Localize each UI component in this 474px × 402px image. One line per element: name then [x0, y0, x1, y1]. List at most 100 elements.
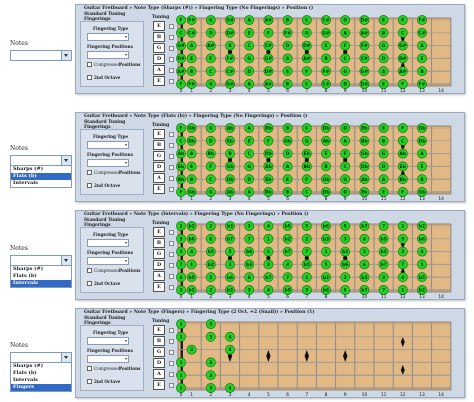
note-marker[interactable]: B [282, 15, 293, 25]
note-marker[interactable]: 7 [282, 272, 293, 283]
note-marker[interactable]: 3 [263, 259, 274, 270]
note-marker[interactable]: D [282, 40, 293, 51]
note-marker[interactable]: B [186, 66, 197, 77]
note-marker[interactable]: b5 [205, 246, 216, 257]
note-marker[interactable]: G# [176, 40, 186, 51]
fingering-positions-select[interactable] [87, 159, 129, 167]
note-marker[interactable]: E [321, 148, 331, 159]
note-marker[interactable]: F [176, 15, 186, 25]
note-marker[interactable]: 6 [263, 246, 274, 257]
notes-option[interactable]: Intervals [13, 377, 38, 383]
note-marker[interactable]: G [378, 40, 389, 51]
note-marker[interactable]: G [205, 187, 216, 197]
note-marker[interactable]: Db [359, 161, 370, 172]
note-marker[interactable]: D [378, 161, 389, 172]
note-marker[interactable]: C [301, 123, 312, 133]
notes-option[interactable]: Sharps (#) [13, 266, 44, 272]
note-marker[interactable]: A# [359, 27, 370, 38]
note-marker[interactable]: b7 [282, 246, 293, 257]
note-marker[interactable]: A [378, 66, 389, 77]
fingering-type-select[interactable] [87, 337, 129, 345]
note-marker[interactable]: G# [321, 27, 331, 38]
note-marker[interactable]: C# [417, 27, 427, 38]
tuning-string-3[interactable]: D [153, 358, 165, 368]
note-marker[interactable]: 7 [378, 221, 389, 231]
note-marker[interactable]: B [225, 148, 235, 159]
note-marker[interactable]: 7 [378, 285, 389, 295]
note-marker[interactable]: D [205, 135, 216, 146]
note-marker[interactable]: 2 [205, 285, 216, 295]
note-marker[interactable]: G [205, 15, 216, 25]
note-marker[interactable]: 3 [397, 246, 408, 257]
note-marker[interactable]: 6 [359, 259, 370, 270]
note-marker[interactable]: 4 [225, 344, 235, 355]
note-marker[interactable]: 1 [176, 319, 186, 329]
note-marker[interactable]: E [378, 79, 389, 89]
note-marker[interactable]: 4 [282, 259, 293, 270]
tuning-string-0[interactable]: E [153, 325, 165, 335]
note-marker[interactable]: b6 [225, 272, 235, 283]
second-octave-checkbox[interactable] [87, 75, 92, 80]
note-marker[interactable]: 5 [225, 246, 235, 257]
note-marker[interactable]: G [378, 148, 389, 159]
note-marker[interactable]: 4 [417, 246, 427, 257]
note-marker[interactable]: b3 [321, 233, 331, 244]
tuning-string-1[interactable]: B [153, 238, 165, 248]
note-marker[interactable]: Ab [225, 187, 235, 197]
second-octave-checkbox[interactable] [87, 281, 92, 286]
note-marker[interactable]: b2 [205, 259, 216, 270]
note-marker[interactable]: b3 [225, 221, 235, 231]
note-marker[interactable]: 1 [176, 383, 186, 393]
note-marker[interactable]: Gb [225, 161, 235, 172]
note-marker[interactable]: D# [225, 27, 235, 38]
note-marker[interactable]: 3 [244, 221, 255, 231]
note-marker[interactable]: Bb [359, 135, 370, 146]
note-marker[interactable]: A [282, 161, 293, 172]
note-marker[interactable]: D [378, 53, 389, 64]
tuning-string-4[interactable]: A [153, 369, 165, 379]
note-marker[interactable]: b2 [186, 221, 197, 231]
note-marker[interactable]: C [244, 148, 255, 159]
note-marker[interactable]: Eb [301, 148, 312, 159]
note-marker[interactable]: C# [359, 53, 370, 64]
note-marker[interactable]: G [301, 135, 312, 146]
note-marker[interactable]: b6 [321, 221, 331, 231]
note-marker[interactable]: C# [263, 40, 274, 51]
note-marker[interactable]: b7 [359, 221, 370, 231]
note-marker[interactable]: 5 [301, 221, 312, 231]
note-marker[interactable]: E [282, 174, 293, 185]
note-marker[interactable]: C [176, 27, 186, 38]
tuning-string-5[interactable]: E [153, 282, 165, 292]
note-marker[interactable]: Eb [176, 161, 186, 172]
note-marker[interactable]: A [340, 27, 351, 38]
string-toggle[interactable] [169, 24, 174, 29]
note-marker[interactable]: Bb [263, 123, 274, 133]
note-marker[interactable]: 1 [176, 370, 186, 381]
notes-select[interactable] [10, 50, 72, 61]
string-toggle[interactable] [169, 339, 174, 344]
fingering-positions-select[interactable] [87, 51, 129, 59]
notes-option[interactable]: Sharps (#) [13, 166, 44, 172]
note-marker[interactable]: B [282, 79, 293, 89]
note-marker[interactable]: G [340, 66, 351, 77]
note-marker[interactable]: C [340, 161, 351, 172]
notes-option[interactable]: Flats (b) [13, 273, 37, 279]
notes-option[interactable]: Intervals [13, 180, 38, 186]
note-marker[interactable]: F [340, 148, 351, 159]
note-marker[interactable]: Bb [397, 174, 408, 185]
note-marker[interactable]: 4 [176, 272, 186, 283]
note-marker[interactable]: G# [263, 53, 274, 64]
note-marker[interactable]: Db [186, 135, 197, 146]
string-toggle[interactable] [169, 132, 174, 137]
note-marker[interactable]: A [282, 53, 293, 64]
note-marker[interactable]: C [397, 27, 408, 38]
note-marker[interactable]: D# [301, 40, 312, 51]
string-toggle[interactable] [169, 241, 174, 246]
note-marker[interactable]: E [378, 15, 389, 25]
note-marker[interactable]: Eb [225, 135, 235, 146]
string-toggle[interactable] [169, 187, 174, 192]
note-marker[interactable]: 3 [205, 370, 216, 381]
note-marker[interactable]: E [417, 161, 427, 172]
note-marker[interactable]: Gb [417, 187, 427, 197]
notes-option[interactable]: Flats (b) [11, 173, 71, 180]
